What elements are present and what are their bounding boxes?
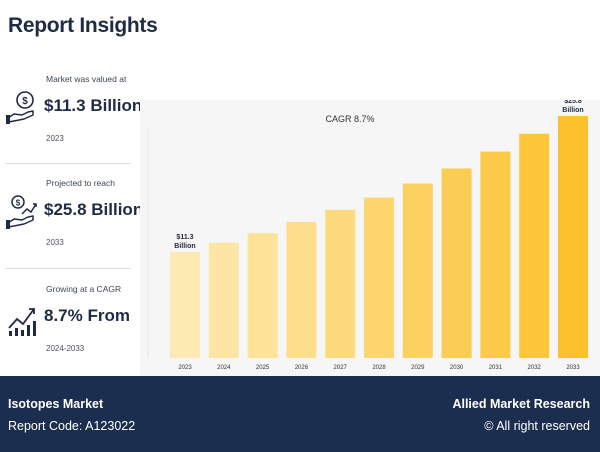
stat-market-value: $ Market was valued at $11.3 Billion 202… — [0, 66, 142, 166]
chart-title: CAGR 8.7% — [325, 114, 374, 124]
stat-value: $11.3 Billion — [44, 96, 143, 115]
market-name: Isotopes Market — [8, 397, 104, 411]
bar-2029 — [402, 183, 433, 358]
stat-label: Growing at a CAGR — [46, 284, 122, 294]
bar-2026 — [286, 221, 317, 358]
divider — [6, 268, 130, 269]
data-label: Billion — [174, 243, 195, 250]
trend-up-icon — [8, 308, 36, 336]
svg-text:$: $ — [22, 96, 28, 107]
bar-2025 — [247, 233, 278, 358]
copyright-text: © All right reserved — [484, 419, 590, 433]
bar-2028 — [364, 197, 394, 358]
divider — [6, 163, 130, 164]
page-title: Report Insights — [8, 14, 158, 37]
x-tick-label: 2028 — [372, 365, 386, 371]
growth-hand-icon: $ — [6, 195, 37, 229]
x-tick-label: 2031 — [489, 365, 503, 371]
bar-2033 — [558, 115, 588, 358]
money-hand-icon: $ — [6, 91, 34, 124]
chart-panel: CAGR 8.7% 2023 2024 2025 2026 2027 2028 2029 203… — [140, 100, 600, 376]
stat-cagr: Growing at a CAGR 8.7% From 2024-2033 — [0, 276, 132, 376]
bar-2030 — [441, 168, 472, 358]
bar-2023 — [170, 251, 200, 358]
stat-value: 8.7% From — [44, 306, 130, 325]
x-tick-label: 2026 — [295, 365, 309, 371]
x-tick-label: 2024 — [217, 365, 231, 371]
bar-2031 — [480, 151, 511, 358]
report-code: Report Code: A123022 — [8, 419, 136, 433]
footer-bar: Isotopes Market Report Code: A123022 All… — [0, 376, 600, 452]
x-tick-label: 2029 — [411, 365, 425, 371]
x-tick-label: 2030 — [450, 365, 464, 371]
x-tick-label: 2027 — [334, 365, 348, 371]
x-tick-label: 2032 — [528, 365, 542, 371]
brand-name: Allied Market Research — [452, 397, 590, 411]
svg-text:$: $ — [16, 199, 21, 208]
data-label: $11.3 — [176, 234, 193, 241]
stat-label: Market was valued at — [46, 74, 127, 84]
stat-label: Projected to reach — [46, 178, 115, 188]
stat-projected-value: $ Projected to reach $25.8 Billion 2033 — [0, 170, 143, 270]
stat-period: 2033 — [46, 238, 64, 247]
data-label: $25.8 — [564, 100, 582, 105]
x-tick-label: 2033 — [566, 365, 580, 371]
x-tick-label: 2023 — [178, 365, 192, 371]
data-label: Billion — [562, 107, 583, 114]
bar-2032 — [519, 133, 550, 358]
bar-2024 — [208, 242, 239, 358]
stat-period: 2024-2033 — [46, 344, 85, 353]
stat-period: 2023 — [46, 134, 64, 143]
x-tick-label: 2025 — [256, 365, 270, 371]
stat-value: $25.8 Billion — [44, 200, 144, 219]
bar-chart: CAGR 8.7% 2023 2024 2025 2026 2027 2028 2029 203… — [147, 100, 588, 371]
bar-2027 — [325, 209, 356, 358]
